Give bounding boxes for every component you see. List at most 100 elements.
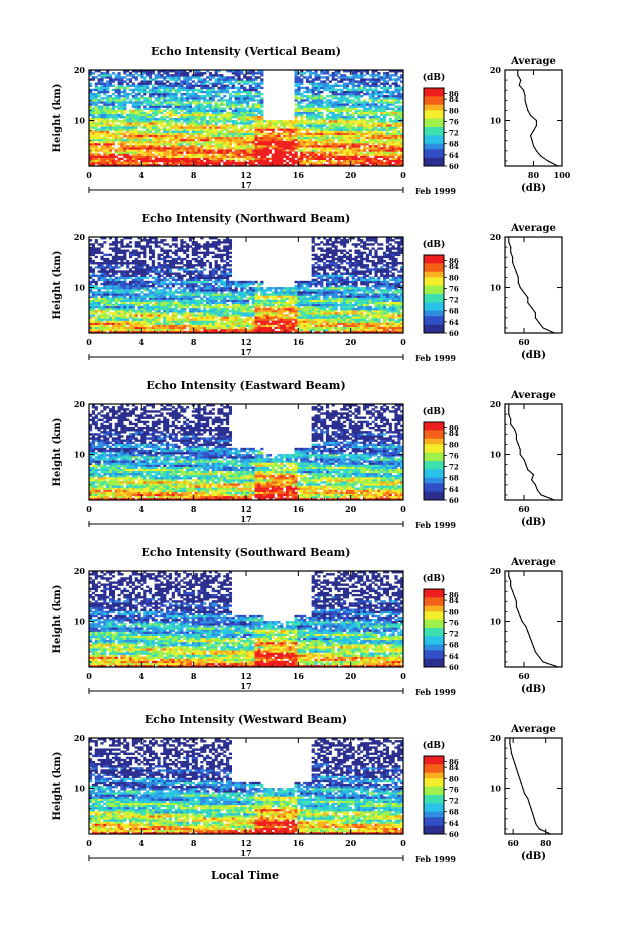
heatmap-cell [143, 307, 147, 311]
heatmap-cell [137, 253, 141, 257]
heatmap-cell [288, 132, 292, 135]
heatmap-cell [89, 305, 93, 309]
heatmap-cell [246, 113, 250, 117]
heatmap-cell [89, 330, 93, 334]
heatmap-cell [220, 90, 224, 94]
heatmap-cell [91, 111, 95, 115]
heatmap-cell [157, 130, 161, 133]
heatmap-cell [223, 155, 227, 158]
heatmap-cell [171, 107, 175, 110]
heatmap-cell [320, 82, 324, 85]
heatmap-cell [265, 134, 270, 138]
heatmap-cell [223, 151, 227, 154]
heatmap-cell [123, 109, 127, 113]
heatmap-cell [171, 161, 175, 165]
heatmap-cell [274, 163, 278, 167]
heatmap-cell [197, 155, 201, 158]
heatmap-cell [325, 105, 330, 108]
heatmap-cell [106, 80, 110, 83]
heatmap-cell [126, 303, 130, 307]
heatmap-cell [234, 72, 238, 75]
heatmap-cell [97, 289, 101, 292]
heatmap-cell [220, 103, 224, 106]
heatmap-cell [320, 118, 324, 121]
heatmap-cell [294, 74, 298, 77]
heatmap-cell [251, 161, 255, 165]
heatmap-cell [123, 103, 127, 106]
heatmap-cell [151, 84, 155, 87]
heatmap-cell [234, 80, 238, 83]
heatmap-cell [117, 316, 121, 319]
heatmap-cell [260, 130, 264, 133]
heatmap-cell [126, 287, 130, 290]
heatmap-cell [134, 163, 138, 167]
heatmap-cell [246, 82, 250, 85]
heatmap-cell [220, 157, 224, 161]
heatmap-cell [325, 88, 330, 92]
heatmap-cell [160, 151, 164, 154]
heatmap-cell [91, 122, 95, 125]
heatmap-cell [246, 78, 250, 81]
heatmap-cell [360, 105, 364, 108]
heatmap-cell [237, 153, 241, 156]
heatmap-cell [231, 90, 235, 94]
heatmap-cell [140, 143, 144, 146]
heatmap-cell [254, 143, 258, 146]
heatmap-cell [151, 107, 155, 110]
heatmap-cell [243, 120, 247, 123]
heatmap-cell [314, 149, 318, 152]
heatmap-cell [374, 109, 378, 113]
heatmap-cell [108, 143, 113, 146]
heatmap-cell [154, 132, 158, 135]
heatmap-cell [123, 163, 127, 167]
heatmap-cell [397, 163, 401, 167]
heatmap-cell [280, 124, 284, 127]
heatmap-cell [380, 120, 384, 123]
heatmap-cell [320, 84, 324, 87]
heatmap-cell [365, 88, 370, 92]
heatmap-cell [154, 145, 158, 148]
heatmap-cell [345, 118, 350, 121]
heatmap-cell [325, 109, 330, 113]
heatmap-cell [348, 134, 352, 138]
heatmap-cell [385, 128, 390, 131]
heatmap-cell [217, 92, 221, 96]
heatmap-cell [268, 151, 272, 154]
heatmap-cell [380, 78, 384, 81]
heatmap-cell [220, 149, 224, 152]
heatmap-cell [208, 159, 213, 163]
heatmap-cell [311, 155, 315, 158]
heatmap-cell [334, 126, 338, 129]
heatmap-cell [143, 247, 147, 250]
heatmap-cell [368, 136, 372, 140]
heatmap-cell [114, 159, 118, 163]
heatmap-cell [260, 128, 264, 131]
heatmap-cell [120, 262, 124, 265]
heatmap-cell [94, 262, 98, 265]
heatmap-cell [340, 118, 344, 121]
heatmap-cell [151, 280, 155, 284]
heatmap-cell [160, 124, 164, 127]
heatmap-cell [217, 147, 221, 150]
heatmap-cell [388, 147, 392, 150]
heatmap-cell [354, 88, 358, 92]
heatmap-cell [263, 143, 267, 146]
heatmap-cell [354, 147, 358, 150]
heatmap-cell [157, 145, 161, 148]
heatmap-cell [240, 97, 244, 100]
heatmap-cell [94, 128, 98, 131]
heatmap-cell [168, 140, 173, 144]
heatmap-cell [334, 105, 338, 108]
heatmap-cell [365, 147, 370, 150]
heatmap-cell [123, 282, 127, 286]
heatmap-cell [91, 88, 95, 92]
heatmap-cell [277, 128, 281, 131]
heatmap-cell [160, 82, 164, 85]
heatmap-cell [160, 105, 164, 108]
heatmap-cell [351, 149, 355, 152]
heatmap-cell [94, 326, 98, 330]
heatmap-cell [394, 74, 398, 77]
heatmap-cell [385, 143, 390, 146]
heatmap-cell [97, 318, 101, 321]
heatmap-cell [388, 138, 392, 142]
